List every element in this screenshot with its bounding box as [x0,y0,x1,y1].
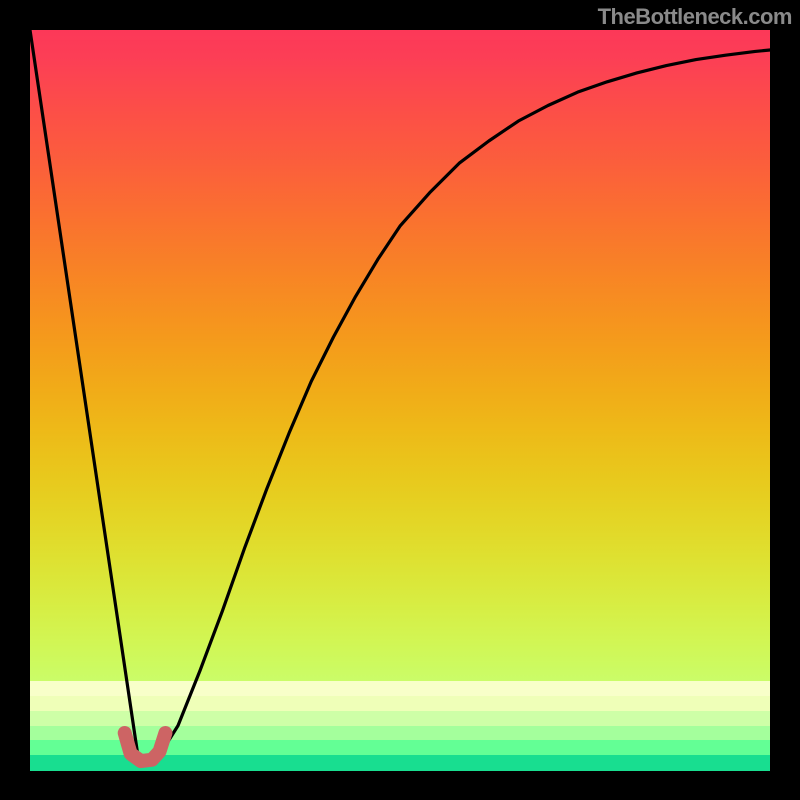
spectrum-strip [30,726,770,741]
spectrum-strip [30,740,770,755]
spectrum-strip [30,755,770,771]
gradient-background [30,30,770,770]
spectrum-strip [30,711,770,726]
watermark: TheBottleneck.com [598,4,792,30]
plot-area [30,30,770,770]
spectrum-strip [30,696,770,711]
spectrum-strip [30,681,770,696]
